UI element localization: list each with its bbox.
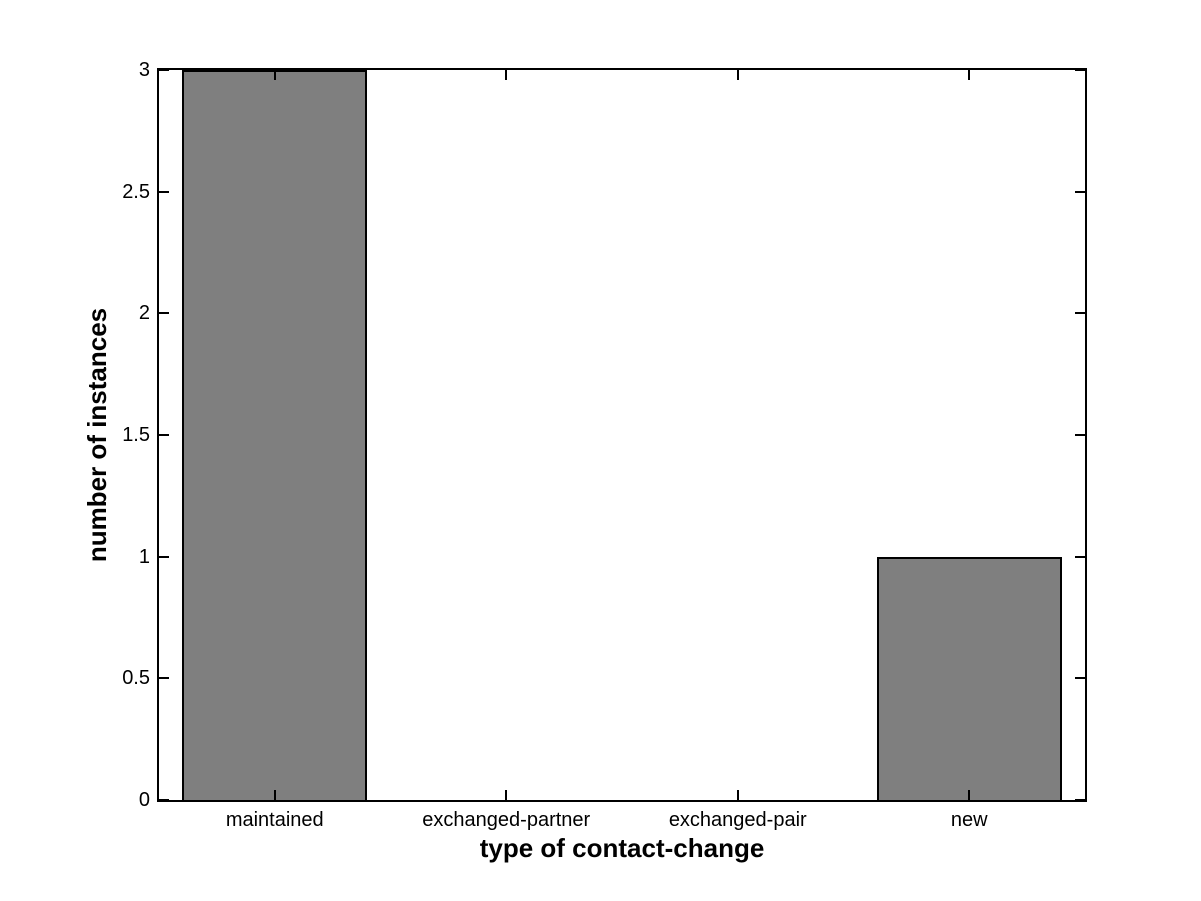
plot-area (157, 68, 1087, 802)
x-tick-label: exchanged-pair (668, 809, 807, 831)
y-tick-mark (1075, 677, 1085, 680)
x-tick-mark (505, 790, 508, 800)
y-tick-label: 2.5 (122, 180, 150, 203)
y-tick-label: 0.5 (122, 667, 150, 690)
y-tick-mark (159, 555, 169, 558)
y-tick-mark (159, 190, 169, 193)
y-tick-label: 3 (138, 59, 150, 81)
y-tick-mark (1075, 190, 1085, 193)
x-tick-mark (736, 70, 739, 80)
y-tick-mark (159, 434, 169, 436)
x-tick-mark (505, 70, 508, 80)
x-axis-label: type of contact-change (479, 833, 765, 863)
y-tick-mark (1075, 799, 1085, 801)
x-tick-label: new (950, 809, 988, 831)
y-tick-mark (159, 799, 169, 801)
y-tick-mark (1075, 434, 1085, 436)
y-tick-mark (159, 677, 169, 680)
y-tick-mark (159, 312, 169, 315)
x-tick-mark (968, 70, 971, 80)
y-tick-mark (1075, 69, 1085, 71)
x-tick-label: maintained (225, 809, 324, 831)
x-tick-mark (273, 70, 276, 80)
x-tick-label: exchanged-partner (422, 809, 591, 831)
y-tick-mark (159, 69, 169, 71)
x-tick-mark (273, 790, 276, 800)
y-tick-label: 0 (138, 789, 150, 811)
y-tick-label: 2 (138, 302, 150, 325)
y-tick-mark (1075, 555, 1085, 558)
x-tick-mark (968, 790, 971, 800)
y-tick-mark (1075, 312, 1085, 315)
x-tick-mark (736, 790, 739, 800)
y-tick-label: 1.5 (122, 424, 150, 446)
bar-new (876, 556, 1062, 800)
bar-maintained (182, 70, 368, 800)
y-tick-label: 1 (138, 545, 150, 568)
